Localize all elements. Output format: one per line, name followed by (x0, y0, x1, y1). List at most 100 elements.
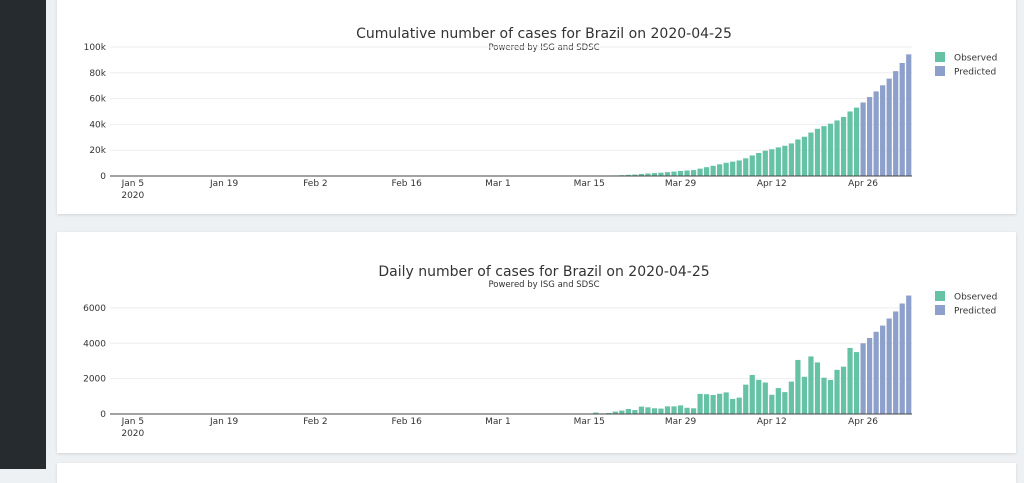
chart-title: Daily number of cases for Brazil on 2020… (378, 264, 709, 280)
legend-label[interactable]: Observed (954, 54, 997, 64)
x-tick-label: Apr 26 (848, 417, 878, 427)
predicted-bar (867, 338, 872, 414)
x-tick-label: Apr 26 (848, 179, 878, 189)
y-tick-label: 0 (100, 172, 106, 182)
observed-bar (802, 377, 807, 414)
x-tick-label: Apr 12 (757, 179, 787, 189)
y-tick-label: 20k (89, 146, 106, 156)
observed-bar (652, 408, 657, 414)
observed-bar (743, 158, 748, 176)
y-tick-label: 0 (100, 410, 106, 420)
y-tick-label: 6000 (83, 304, 106, 314)
observed-bar (645, 407, 650, 414)
observed-bar (671, 406, 676, 414)
legend-label[interactable]: Observed (954, 293, 997, 303)
legend-label[interactable]: Predicted (954, 307, 996, 317)
app-sidebar (0, 0, 46, 469)
x-tick-label: Feb 2 (303, 179, 328, 189)
legend-swatch (935, 66, 945, 76)
observed-bar (717, 394, 722, 414)
observed-bar (750, 155, 755, 176)
observed-bar (834, 120, 839, 176)
y-tick-label: 40k (89, 120, 106, 130)
x-tick-label: Jan 5 (121, 179, 144, 189)
observed-bar (789, 143, 794, 176)
x-tick-label: Jan 5 (121, 417, 144, 427)
daily-cases-card: Daily number of cases for Brazil on 2020… (57, 232, 1016, 453)
chart-subtitle: Powered by ISG and SDSC (488, 280, 599, 290)
x-tick-year: 2020 (121, 429, 144, 439)
predicted-bar (880, 326, 885, 414)
predicted-bar (887, 319, 892, 414)
y-tick-label: 2000 (83, 375, 106, 385)
x-tick-label: Mar 29 (665, 417, 697, 427)
x-tick-label: Mar 15 (574, 179, 605, 189)
observed-bar (795, 139, 800, 176)
x-tick-label: Mar 29 (665, 179, 697, 189)
x-tick-label: Mar 15 (574, 417, 605, 427)
x-tick-label: Mar 1 (485, 179, 511, 189)
observed-bar (619, 411, 624, 414)
observed-bar (841, 117, 846, 176)
predicted-bar (880, 85, 885, 176)
daily-cases-chart: Daily number of cases for Brazil on 2020… (57, 232, 1016, 453)
observed-bar (684, 171, 689, 176)
x-tick-label: Feb 16 (392, 179, 423, 189)
observed-bar (678, 171, 683, 176)
observed-bar (756, 380, 761, 414)
x-tick-label: Apr 12 (757, 417, 787, 427)
observed-bar (821, 126, 826, 176)
observed-bar (828, 380, 833, 414)
predicted-bar (874, 91, 879, 176)
observed-bar (684, 408, 689, 414)
observed-bar (724, 163, 729, 176)
y-tick-label: 4000 (83, 339, 106, 349)
predicted-bar (893, 71, 898, 176)
observed-bar (782, 146, 787, 176)
observed-bar (815, 362, 820, 414)
legend-label[interactable]: Predicted (954, 68, 996, 78)
observed-bar (691, 170, 696, 176)
predicted-bar (900, 303, 905, 414)
observed-bar (750, 375, 755, 414)
observed-bar (769, 149, 774, 176)
observed-bar (658, 409, 663, 414)
observed-bar (737, 160, 742, 176)
observed-bar (724, 392, 729, 414)
observed-bar (704, 394, 709, 414)
observed-bar (847, 111, 852, 176)
observed-bar (730, 399, 735, 414)
observed-bar (730, 162, 735, 176)
observed-bar (808, 356, 813, 414)
cumulative-cases-card: Cumulative number of cases for Brazil on… (57, 0, 1016, 214)
observed-bar (711, 395, 716, 414)
observed-bar (626, 409, 631, 414)
predicted-bar (867, 97, 872, 176)
y-tick-label: 60k (89, 95, 106, 105)
observed-bar (697, 394, 702, 414)
x-tick-label: Mar 1 (485, 417, 511, 427)
legend-swatch (935, 291, 945, 301)
observed-bar (639, 407, 644, 414)
observed-bar (847, 348, 852, 414)
observed-bar (665, 172, 670, 176)
observed-bar (815, 129, 820, 176)
observed-bar (717, 164, 722, 176)
predicted-bar (860, 102, 865, 176)
legend-swatch (935, 52, 945, 62)
x-tick-year: 2020 (121, 191, 144, 201)
observed-bar (808, 133, 813, 176)
observed-bar (802, 137, 807, 176)
observed-bar (776, 388, 781, 414)
observed-bar (841, 367, 846, 414)
x-tick-label: Jan 19 (209, 179, 238, 189)
predicted-bar (906, 54, 911, 176)
next-card (57, 463, 1016, 483)
legend-swatch (935, 305, 945, 315)
x-tick-label: Jan 19 (209, 417, 238, 427)
observed-bar (678, 405, 683, 414)
observed-bar (671, 172, 676, 176)
predicted-bar (874, 332, 879, 414)
observed-bar (776, 147, 781, 176)
observed-bar (789, 382, 794, 414)
